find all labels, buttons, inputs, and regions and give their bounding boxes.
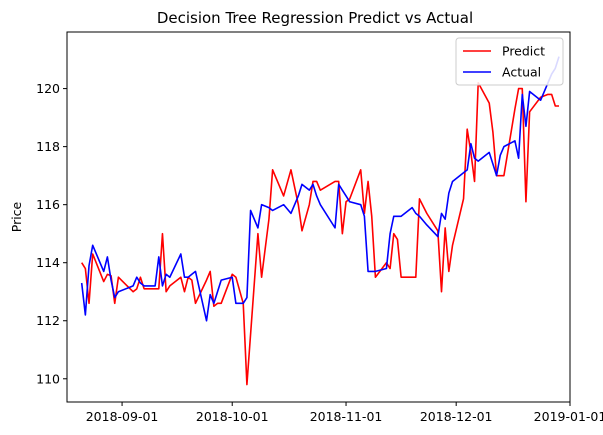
x-tick-label: 2018-11-01: [310, 409, 383, 424]
series-line-predict: [81, 81, 559, 386]
chart-title: Decision Tree Regression Predict vs Actu…: [157, 9, 473, 27]
x-tick-label: 2018-10-01: [196, 409, 269, 424]
y-tick-label: 112: [36, 313, 60, 328]
legend-label-predict: Predict: [502, 44, 545, 59]
y-tick-label: 116: [36, 197, 60, 212]
plot-frame: [66, 31, 571, 403]
y-tick-label: 120: [36, 81, 60, 96]
y-axis: 110 112 114 116 118 120: [36, 81, 67, 386]
series-line-actual: [80, 56, 560, 322]
y-tick-label: 118: [36, 139, 60, 154]
plot-area: [66, 31, 571, 403]
x-tick-label: 2019-01-01: [534, 409, 603, 424]
y-axis-label: Price: [9, 201, 24, 232]
y-tick-label: 110: [36, 371, 60, 386]
x-tick-label: 2018-12-01: [420, 409, 493, 424]
legend-label-actual: Actual: [502, 65, 541, 80]
x-tick-label: 2018-09-01: [86, 409, 159, 424]
legend-box: [455, 37, 564, 86]
y-tick-label: 114: [36, 255, 60, 270]
legend: Predict Actual: [455, 37, 564, 86]
x-axis: 2018-09-01 2018-10-01 2018-11-01 2018-12-01…: [86, 402, 603, 424]
